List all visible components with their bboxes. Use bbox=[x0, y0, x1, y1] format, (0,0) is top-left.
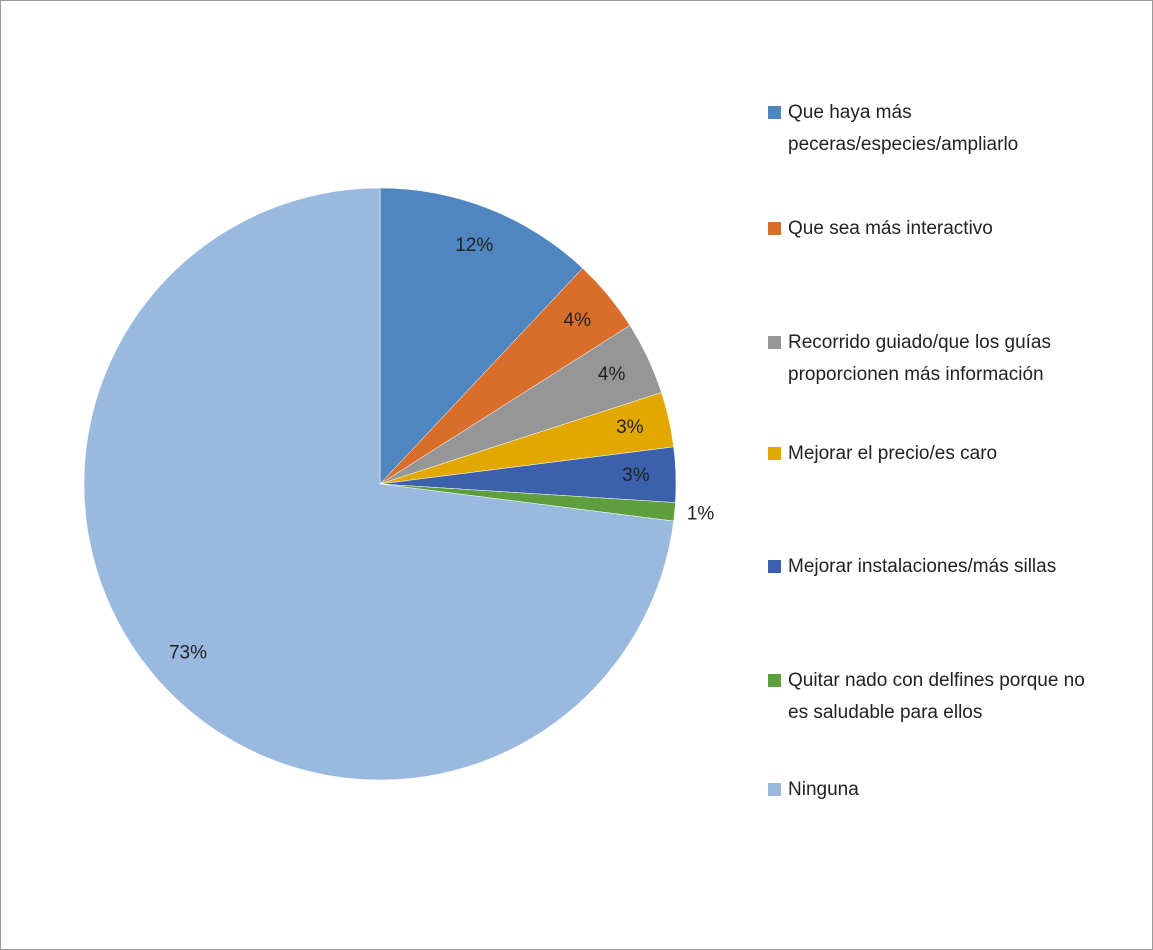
legend-label: Quitar nado con delfines porque no es sa… bbox=[788, 670, 1085, 723]
pie-slice bbox=[379, 187, 583, 485]
data-label: 12% bbox=[455, 235, 493, 256]
legend-label: Que sea más interactivo bbox=[788, 218, 993, 239]
legend-label: Mejorar el precio/es caro bbox=[788, 443, 998, 464]
legend-label: Ninguna bbox=[788, 779, 859, 800]
legend-label: Recorrido guiado/que los guías proporcio… bbox=[788, 332, 1052, 385]
data-label: 4% bbox=[564, 310, 592, 331]
pie-slice bbox=[83, 187, 674, 781]
legend-label: Mejorar instalaciones/más sillas bbox=[788, 556, 1057, 577]
legend-swatch bbox=[768, 560, 781, 573]
legend-swatch bbox=[768, 674, 781, 687]
data-label: 4% bbox=[598, 364, 626, 385]
legend-label: Que haya más peceras/especies/ampliarlo bbox=[788, 102, 1019, 155]
legend-swatch bbox=[768, 783, 781, 796]
data-label: 3% bbox=[616, 417, 644, 438]
data-label: 1% bbox=[687, 503, 715, 524]
data-label: 3% bbox=[622, 465, 650, 486]
legend-swatch bbox=[768, 447, 781, 460]
legend-swatch bbox=[768, 336, 781, 349]
legend-swatch bbox=[768, 222, 781, 235]
legend-swatch bbox=[768, 106, 781, 119]
data-label: 73% bbox=[169, 642, 207, 663]
